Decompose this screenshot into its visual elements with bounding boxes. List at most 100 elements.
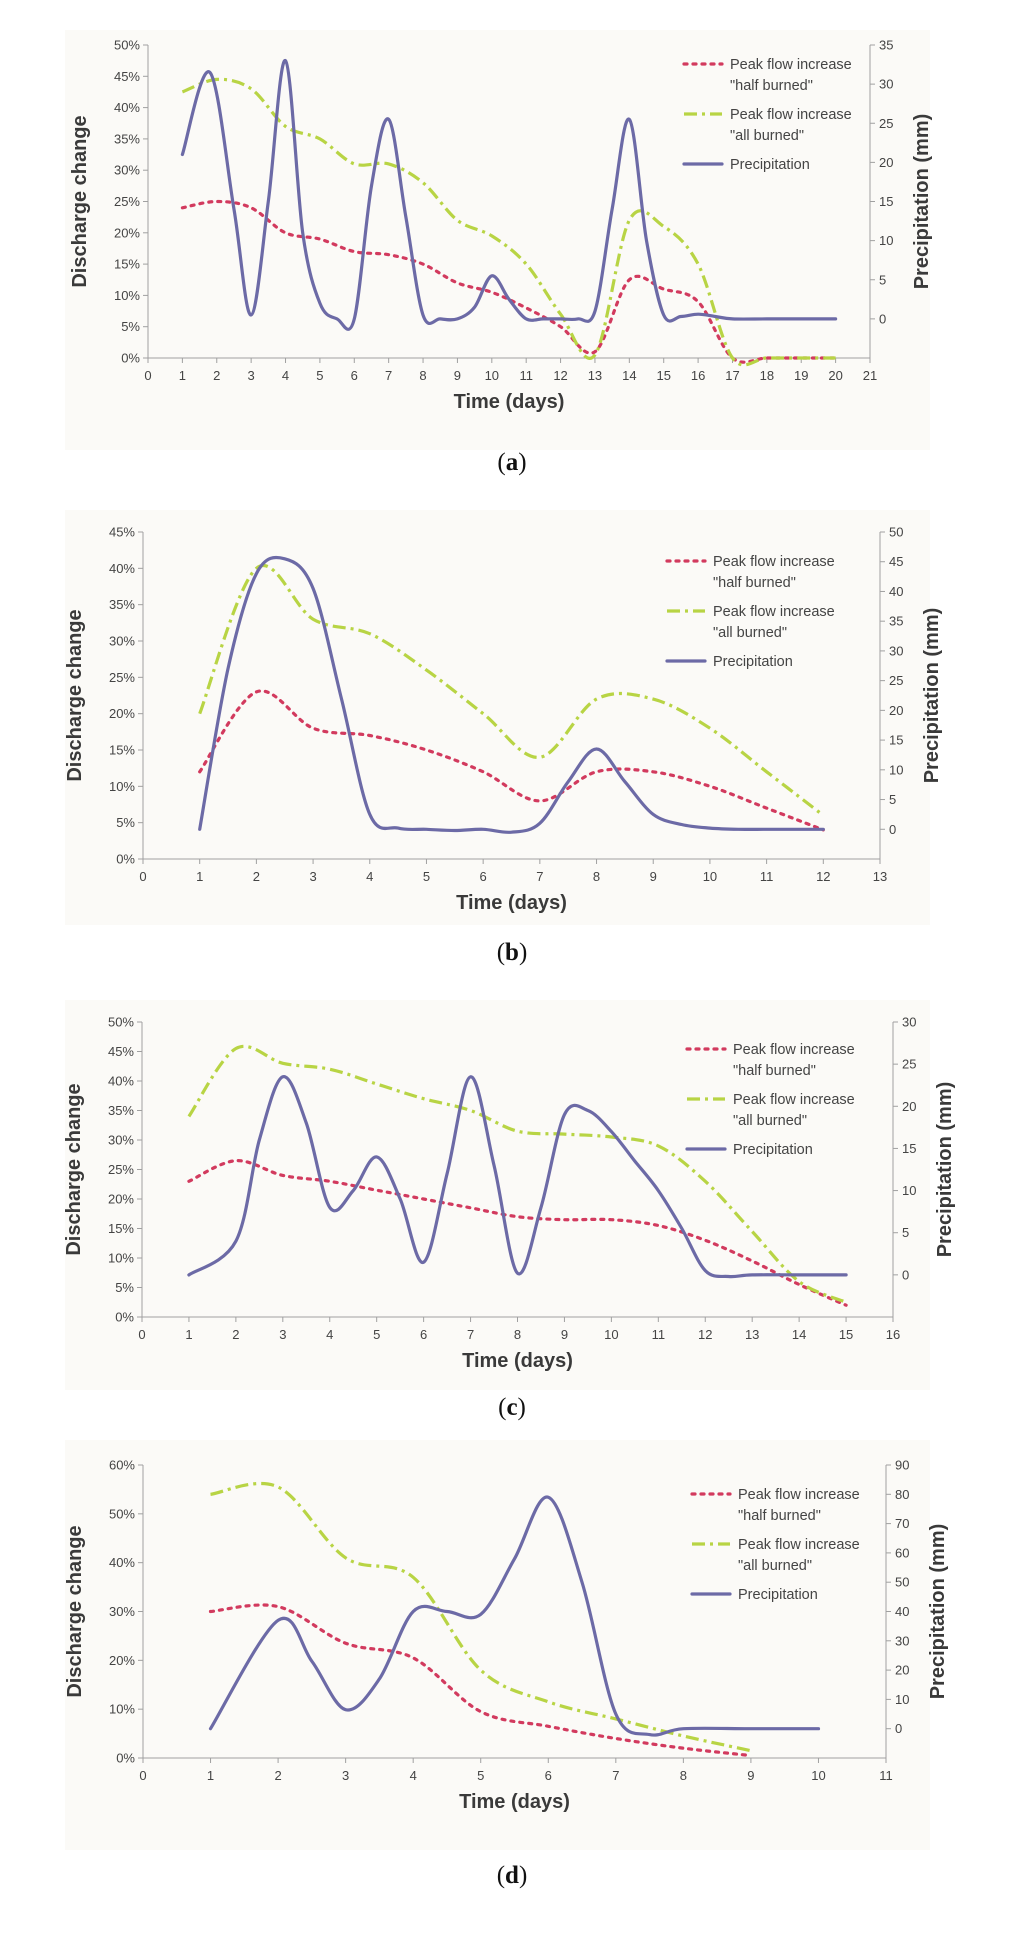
y2-axis-title: Precipitation (mm) [934,1082,956,1258]
y2-axis-title: Precipitation (mm) [927,1524,949,1700]
x-tick-label: 7 [612,1768,619,1783]
y-tick-label: 0% [116,852,135,867]
x-tick-label: 9 [454,368,461,383]
y-tick-label: 0% [116,1751,135,1766]
x-tick-label: 12 [816,869,830,884]
x-tick-label: 11 [519,368,533,383]
legend-label: Peak flow increase [738,1487,860,1503]
y-tick-label: 5% [121,319,140,334]
y-tick-label: 5% [115,1280,134,1295]
legend-label: Precipitation [733,1142,813,1158]
legend-label: "all burned" [733,1113,807,1129]
y-tick-label: 30% [109,1604,135,1619]
x-tick-label: 1 [196,869,203,884]
legend-label: Precipitation [730,157,810,173]
x-tick-label: 0 [139,869,146,884]
legend-label: Peak flow increase [730,107,852,123]
y2-tick-label: 10 [879,233,893,248]
y-tick-label: 10% [109,779,135,794]
y2-tick-label: 25 [879,116,893,131]
y-tick-label: 15% [108,1221,134,1236]
y2-tick-label: 25 [889,673,903,688]
chart-a: 0%5%10%15%20%25%30%35%40%45%50%051015202… [65,30,933,476]
legend-label: Peak flow increase [733,1042,855,1058]
y-tick-label: 5% [116,815,135,830]
series-line-3 [180,59,838,331]
y-tick-label: 50% [108,1015,134,1030]
y2-tick-label: 15 [879,194,893,209]
y-tick-label: 10% [114,288,140,303]
x-tick-label: 1 [207,1768,214,1783]
series-line-3 [208,1495,821,1737]
y2-tick-label: 10 [895,1692,909,1707]
x-tick-label: 2 [274,1768,281,1783]
x-tick-label: 1 [185,1327,192,1342]
x-tick-label: 19 [794,368,808,383]
y-tick-label: 40% [108,1074,134,1089]
y2-tick-label: 70 [895,1516,909,1531]
legend-label: "all burned" [738,1558,812,1574]
x-tick-label: 14 [792,1327,806,1342]
y-tick-label: 20% [108,1192,134,1207]
y-tick-label: 40% [109,1555,135,1570]
legend-label: Precipitation [713,654,793,670]
y-tick-label: 40% [109,561,135,576]
y-tick-label: 40% [114,100,140,115]
series-line-2 [198,564,825,817]
x-tick-label: 8 [593,869,600,884]
y2-tick-label: 25 [902,1057,916,1072]
y2-axis-title: Precipitation (mm) [911,114,933,290]
x-tick-label: 13 [588,368,602,383]
x-tick-label: 6 [480,869,487,884]
x-tick-label: 8 [514,1327,521,1342]
x-tick-label: 8 [419,368,426,383]
chart-b: 0%5%10%15%20%25%30%35%40%45%051015202530… [64,510,943,966]
legend-label: "half burned" [733,1063,816,1079]
x-tick-label: 4 [326,1327,333,1342]
y2-tick-label: 30 [889,643,903,658]
y-tick-label: 45% [109,525,135,540]
y2-tick-label: 5 [889,792,896,807]
x-tick-label: 3 [279,1327,286,1342]
x-tick-label: 9 [561,1327,568,1342]
y2-tick-label: 20 [895,1663,909,1678]
y2-tick-label: 40 [895,1604,909,1619]
y-tick-label: 45% [114,69,140,84]
y2-tick-label: 0 [879,311,886,326]
y-tick-label: 0% [115,1310,134,1325]
y-tick-label: 25% [109,670,135,685]
x-tick-label: 3 [309,869,316,884]
x-tick-label: 8 [680,1768,687,1783]
x-axis-title: Time (days) [456,892,567,914]
x-tick-label: 7 [467,1327,474,1342]
y2-tick-label: 30 [902,1015,916,1030]
x-tick-label: 9 [747,1768,754,1783]
y-tick-label: 10% [108,1251,134,1266]
y-tick-label: 20% [109,706,135,721]
x-tick-label: 13 [745,1327,759,1342]
legend-label: Peak flow increase [738,1537,860,1553]
x-tick-label: 0 [144,368,151,383]
x-tick-label: 13 [873,869,887,884]
y-tick-label: 50% [114,38,140,53]
y2-tick-label: 5 [902,1225,909,1240]
y-tick-label: 20% [114,225,140,240]
y-tick-label: 35% [108,1103,134,1118]
x-tick-label: 5 [316,368,323,383]
x-tick-label: 6 [545,1768,552,1783]
x-tick-label: 5 [423,869,430,884]
y2-tick-label: 90 [895,1458,909,1473]
series-line-2 [210,1481,752,1753]
x-tick-label: 1 [179,368,186,383]
y2-tick-label: 0 [889,822,896,837]
x-tick-label: 10 [703,869,717,884]
x-tick-label: 2 [213,368,220,383]
legend-label: "all burned" [730,128,804,144]
x-tick-label: 3 [248,368,255,383]
legend-label: Precipitation [738,1587,818,1603]
series-line-3 [187,1075,848,1279]
y2-tick-label: 80 [895,1487,909,1502]
x-tick-label: 11 [879,1768,893,1783]
x-tick-label: 14 [622,368,636,383]
x-tick-label: 16 [691,368,705,383]
